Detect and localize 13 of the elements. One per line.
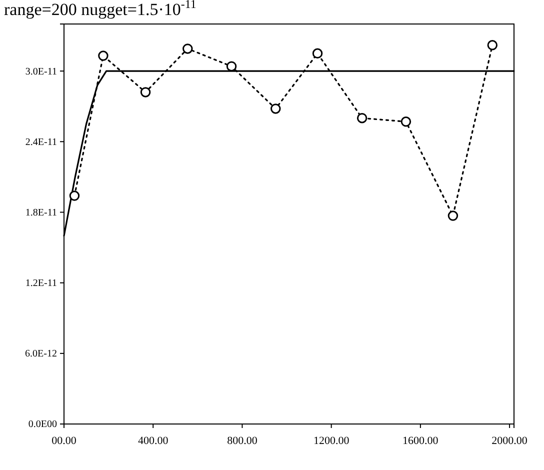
y-tick-label: 1.8E-11	[25, 207, 57, 218]
y-tick-label: 0.0E00	[28, 419, 57, 430]
y-tick-label: 3.0E-11	[25, 66, 57, 78]
x-tick-label: 800.00	[227, 435, 258, 448]
x-tick-label: 1200.00	[313, 435, 350, 448]
y-tick-label: 6.0E-12	[25, 348, 57, 360]
y-tick-label: 1.2E-11	[25, 278, 57, 290]
x-tick-label: 1600.00	[402, 435, 439, 448]
x-tick-label: 00.00	[52, 435, 77, 448]
x-tick-label: 400.00	[138, 435, 169, 448]
y-tick-label: 2.4E-11	[25, 136, 57, 148]
chart-title: range=200 nugget=1.5·10$^{-11}$	[4, 0, 196, 19]
x-tick-label: 2000.00	[492, 435, 528, 448]
